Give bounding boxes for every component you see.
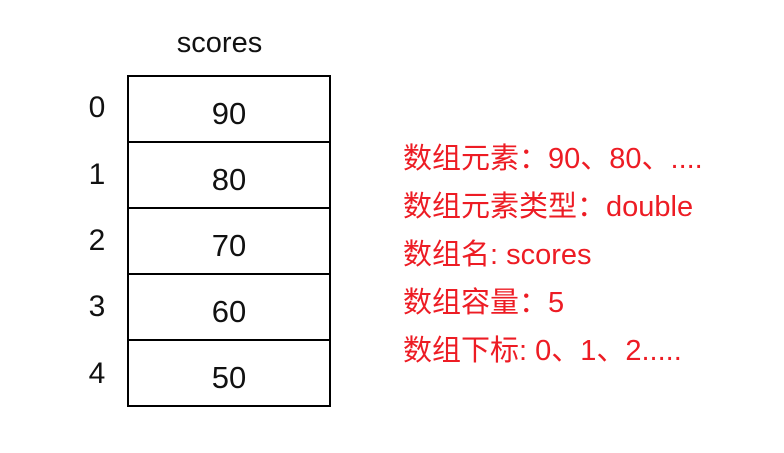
array-cell: 70 [129,209,329,275]
index-column: 0 1 2 3 4 [78,75,116,407]
array-cell: 50 [211,359,247,395]
index-label: 1 [88,157,106,191]
annotations-panel: 数组元素：90、80、.... 数组元素类型：double 数组名: score… [403,132,703,372]
annotation-array-subscript: 数组下标: 0、1、2..... [403,335,682,367]
array-box: 90 80 70 60 50 [127,75,331,407]
index-label: 4 [88,356,106,390]
array-cell: 60 [129,275,329,341]
annotation-element-type: 数组元素类型：double [403,191,694,223]
index-label: 2 [88,224,106,258]
annotation-array-capacity: 数组容量：5 [403,287,565,319]
annotation-array-name: 数组名: scores [403,239,592,271]
array-cell: 90 [129,77,329,143]
index-label: 0 [88,91,106,125]
annotation-array-elements: 数组元素：90、80、.... [403,143,703,175]
index-label: 3 [88,290,106,324]
array-cell: 80 [129,143,329,209]
array-title: scores [176,27,263,59]
